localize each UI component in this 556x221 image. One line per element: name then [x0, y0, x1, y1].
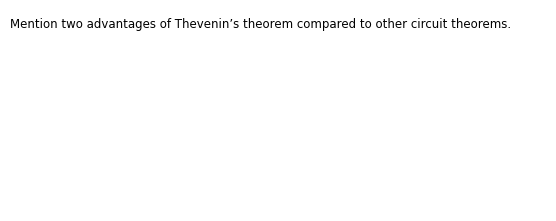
Text: Mention two advantages of Thevenin’s theorem compared to other circuit theorems.: Mention two advantages of Thevenin’s the… [10, 18, 511, 31]
